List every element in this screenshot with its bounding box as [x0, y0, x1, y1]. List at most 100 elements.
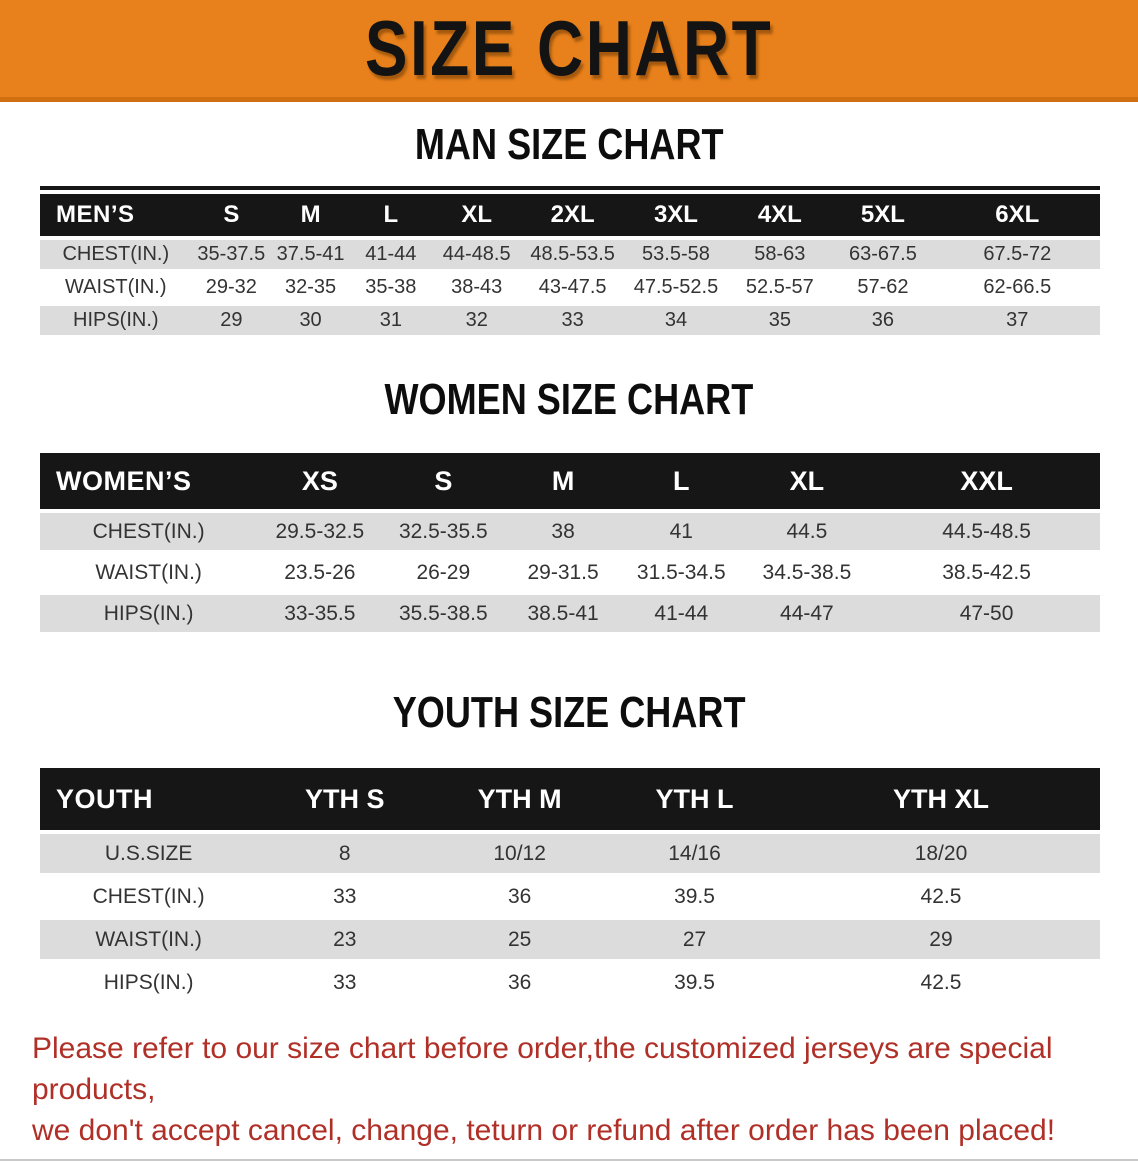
size-value-cell: 44.5-48.5 — [873, 513, 1100, 550]
table-row-chest: CHEST(IN.) 33 36 39.5 42.5 — [40, 877, 1100, 916]
size-value-cell: 38 — [504, 513, 622, 550]
man-size-chart-heading: MAN SIZE CHART — [0, 118, 1138, 172]
measurement-label: WAIST(IN.) — [40, 920, 258, 959]
size-value-cell: 58-63 — [728, 240, 832, 269]
men-table-header-row: MEN’S S M L XL 2XL 3XL 4XL 5XL 6XL — [40, 194, 1100, 236]
size-value-cell: 42.5 — [920, 970, 962, 994]
heading-text: WOMEN SIZE CHART — [384, 375, 754, 424]
youth-size-table: YOUTH YTH S YTH M YTH L YTH XL U.S.SIZE … — [40, 764, 1100, 1006]
measurement-label: U.S.SIZE — [40, 834, 258, 873]
measurement-label: WAIST(IN.) — [65, 276, 167, 298]
size-value-cell: 48.5-53.5 — [521, 240, 624, 269]
table-row-hips: HIPS(IN.) 33-35.5 35.5-38.5 38.5-41 41-4… — [40, 595, 1100, 632]
size-col-header: L — [621, 453, 741, 509]
disclaimer-line-2: we don't accept cancel, change, teturn o… — [32, 1114, 1056, 1147]
size-value-cell: 39.5 — [674, 884, 715, 908]
size-col-header: XL — [431, 194, 522, 236]
measurement-label: HIPS(IN.) — [40, 306, 192, 335]
table-row-hips: HIPS(IN.) 29 30 31 32 33 34 35 36 37 — [40, 306, 1100, 335]
size-value-cell: 37 — [934, 306, 1100, 335]
women-size-chart-heading: WOMEN SIZE CHART — [0, 373, 1138, 427]
size-value-cell: 37.5-41 — [271, 240, 351, 269]
size-col-header: 4XL — [728, 194, 832, 236]
size-value-cell: 23 — [257, 920, 433, 959]
youth-table-header-row: YOUTH YTH S YTH M YTH L YTH XL — [40, 768, 1100, 830]
measurement-label: HIPS(IN.) — [40, 595, 258, 632]
size-col-header: 2XL — [521, 194, 624, 236]
size-value-cell: 35 — [728, 306, 832, 335]
size-value-cell: 67.5-72 — [934, 240, 1100, 269]
heading-text: MAN SIZE CHART — [414, 120, 724, 169]
size-value-cell: 29 — [191, 306, 272, 335]
size-value-cell: 44-48.5 — [431, 240, 522, 269]
size-col-header: YTH M — [432, 768, 608, 830]
size-col-header: 3XL — [623, 194, 729, 236]
women-size-table: WOMEN’S XS S M L XL XXL CHEST(IN.) 29.5-… — [40, 449, 1100, 636]
measurement-label: HIPS(IN.) — [103, 970, 194, 994]
size-value-cell: 33 — [333, 884, 357, 908]
size-col-header: YTH L — [607, 768, 782, 830]
size-col-header: 5XL — [831, 194, 935, 236]
size-value-cell: 62-66.5 — [983, 276, 1052, 298]
measurement-label: CHEST(IN.) — [40, 240, 192, 269]
size-value-cell: 43-47.5 — [538, 276, 607, 298]
size-value-cell: 41 — [621, 513, 741, 550]
measurement-label: CHEST(IN.) — [40, 513, 258, 550]
size-value-cell: 29-32 — [205, 276, 257, 298]
size-col-header: S — [382, 453, 505, 509]
size-value-cell: 35.5-38.5 — [382, 595, 505, 632]
size-value-cell: 44.5 — [740, 513, 874, 550]
youth-table-title: YOUTH — [40, 768, 258, 830]
size-col-header: XS — [257, 453, 383, 509]
size-value-cell: 29.5-32.5 — [257, 513, 383, 550]
youth-size-chart-heading: YOUTH SIZE CHART — [0, 686, 1138, 740]
size-col-header: L — [350, 194, 432, 236]
size-value-cell: 32 — [431, 306, 522, 335]
size-value-cell: 44-47 — [740, 595, 874, 632]
table-row-chest: CHEST(IN.) 29.5-32.5 32.5-35.5 38 41 44.… — [40, 513, 1100, 550]
size-value-cell: 18/20 — [781, 834, 1100, 873]
banner-title: SIZE CHART — [364, 4, 774, 92]
size-value-cell: 57-62 — [857, 276, 909, 298]
size-value-cell: 52.5-57 — [745, 276, 814, 298]
women-table-title: WOMEN’S — [40, 453, 258, 509]
size-value-cell: 47.5-52.5 — [633, 276, 719, 298]
table-row-hips: HIPS(IN.) 33 36 39.5 42.5 — [40, 963, 1100, 1002]
size-value-cell: 31.5-34.5 — [636, 560, 726, 584]
heading-text: YOUTH SIZE CHART — [392, 688, 746, 737]
men-size-table: MEN’S S M L XL 2XL 3XL 4XL 5XL 6XL CHEST… — [40, 186, 1100, 339]
size-col-header: YTH XL — [781, 768, 1100, 830]
size-col-header: XL — [740, 453, 874, 509]
disclaimer-line-1: Please refer to our size chart before or… — [32, 1032, 1053, 1106]
women-table-header-row: WOMEN’S XS S M L XL XXL — [40, 453, 1100, 509]
size-col-header: YTH S — [257, 768, 433, 830]
size-chart-banner: SIZE CHART — [0, 0, 1138, 102]
size-value-cell: 38-43 — [451, 276, 503, 298]
size-value-cell: 33-35.5 — [257, 595, 383, 632]
size-col-header: XXL — [873, 453, 1100, 509]
size-value-cell: 10/12 — [432, 834, 608, 873]
size-value-cell: 33 — [333, 970, 357, 994]
size-col-header: M — [504, 453, 622, 509]
size-value-cell: 53.5-58 — [623, 240, 729, 269]
size-value-cell: 29-31.5 — [527, 560, 599, 584]
size-value-cell: 36 — [507, 884, 532, 908]
table-row-waist: WAIST(IN.) 23 25 27 29 — [40, 920, 1100, 959]
men-table-title: MEN’S — [40, 194, 192, 236]
size-value-cell: 47-50 — [873, 595, 1100, 632]
size-col-header: M — [271, 194, 351, 236]
size-col-header: S — [191, 194, 272, 236]
size-value-cell: 32.5-35.5 — [382, 513, 505, 550]
size-value-cell: 39.5 — [674, 970, 715, 994]
table-row-waist: WAIST(IN.) 29-32 32-35 35-38 38-43 43-47… — [40, 273, 1100, 302]
table-row-chest: CHEST(IN.) 35-37.5 37.5-41 41-44 44-48.5… — [40, 240, 1100, 269]
size-value-cell: 30 — [271, 306, 351, 335]
size-value-cell: 35-38 — [365, 276, 417, 298]
size-value-cell: 38.5-42.5 — [942, 560, 1031, 584]
size-value-cell: 26-29 — [416, 560, 471, 584]
size-value-cell: 32-35 — [284, 276, 337, 298]
size-value-cell: 34.5-38.5 — [762, 560, 852, 584]
size-value-cell: 41-44 — [350, 240, 432, 269]
size-value-cell: 25 — [432, 920, 608, 959]
size-col-header: 6XL — [934, 194, 1100, 236]
